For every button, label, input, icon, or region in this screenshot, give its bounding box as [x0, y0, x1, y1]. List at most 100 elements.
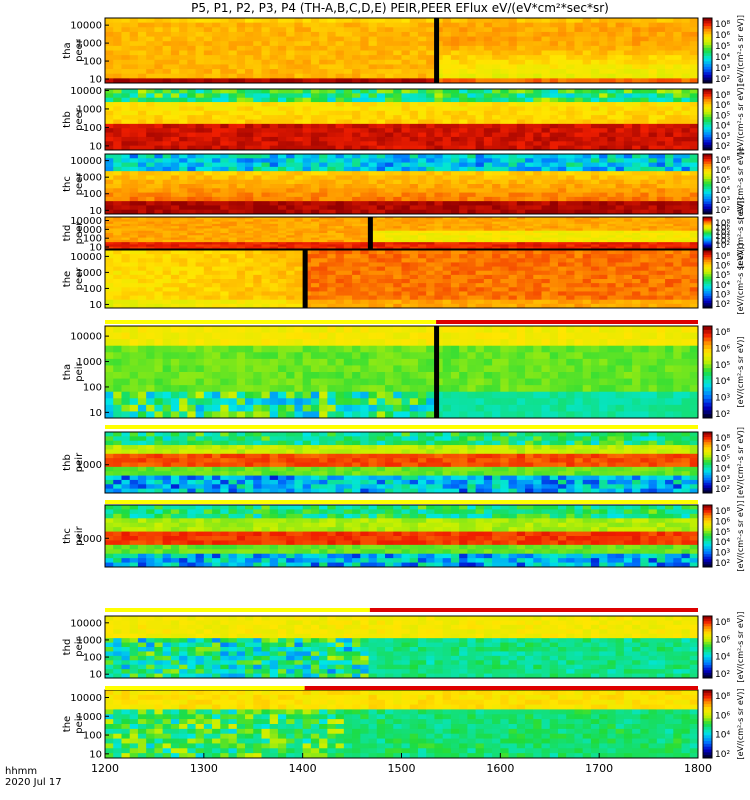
heatmap-cell — [434, 235, 444, 238]
heatmap-cell — [170, 262, 180, 267]
heatmap-cell — [129, 27, 139, 33]
heatmap-cell — [640, 228, 649, 232]
heatmap-cell — [154, 45, 164, 51]
colorbar-swatch — [703, 129, 712, 133]
heatmap-cell — [582, 246, 592, 250]
heatmap-cell — [343, 283, 353, 288]
heatmap-cell — [492, 266, 501, 272]
heatmap-cell — [434, 145, 444, 151]
heatmap-cell — [525, 123, 534, 129]
heatmap-cell — [467, 102, 477, 107]
heatmap-cell — [113, 226, 122, 229]
heatmap-cell — [632, 230, 641, 234]
heatmap-cell — [393, 171, 402, 176]
heatmap-cell — [492, 205, 501, 211]
heatmap-cell — [689, 145, 699, 151]
heatmap-cell — [632, 192, 641, 198]
heatmap-cell — [269, 171, 279, 176]
heatmap-cell — [450, 110, 460, 116]
heatmap-cell — [549, 123, 559, 129]
heatmap-cell — [557, 196, 567, 202]
heatmap-cell — [582, 237, 592, 241]
heatmap-cell — [187, 179, 196, 185]
heatmap-cell — [450, 283, 460, 288]
heatmap-cell — [665, 22, 674, 28]
heatmap-cell — [442, 223, 452, 227]
heatmap-cell — [516, 27, 526, 33]
heatmap-cell — [434, 242, 444, 245]
heatmap-cell — [623, 123, 633, 129]
heatmap-cell — [162, 287, 172, 292]
heatmap-cell — [277, 119, 287, 125]
heatmap-cell — [401, 221, 411, 225]
heatmap-cell — [483, 228, 493, 232]
heatmap-cell — [335, 45, 345, 51]
heatmap-cell — [245, 97, 254, 103]
panel-the-peer: the peer1000010001001010⁸10⁶10⁵10⁴10³10²[… — [62, 244, 745, 315]
heatmap-cell — [335, 97, 345, 103]
heatmap-cell — [261, 93, 271, 99]
heatmap-cell — [228, 291, 238, 296]
heatmap-cell — [656, 110, 666, 116]
heatmap-cell — [467, 41, 477, 47]
heatmap-cell — [582, 27, 592, 33]
heatmap-cell — [500, 97, 509, 103]
heatmap-cell — [516, 279, 526, 284]
heatmap-cell — [319, 93, 328, 99]
heatmap-cell — [269, 287, 279, 292]
heatmap-cell — [245, 179, 254, 185]
heatmap-cell — [516, 166, 526, 172]
heatmap-cell — [343, 242, 353, 245]
heatmap-cell — [450, 145, 460, 151]
heatmap-cell — [665, 69, 674, 75]
heatmap-cell — [401, 233, 411, 236]
heatmap-cell — [368, 106, 378, 112]
heatmap-cell — [327, 115, 337, 120]
heatmap-cell — [253, 184, 262, 189]
heatmap-cell — [656, 175, 666, 181]
heatmap-cell — [352, 188, 361, 193]
heatmap-cell — [146, 184, 155, 189]
heatmap-cell — [220, 166, 229, 172]
heatmap-cell — [566, 228, 575, 232]
heatmap-cell — [656, 97, 666, 103]
heatmap-cell — [253, 69, 262, 75]
heatmap-cell — [146, 93, 155, 99]
heatmap-cell — [665, 97, 674, 103]
heatmap-cell — [335, 303, 345, 309]
heatmap-cell — [335, 291, 345, 296]
heatmap-cell — [146, 244, 155, 248]
heatmap-cell — [294, 283, 304, 288]
heatmap-cell — [590, 31, 600, 37]
heatmap-cell — [352, 279, 361, 284]
heatmap-cell — [121, 287, 131, 292]
heatmap-cell — [549, 158, 559, 163]
heatmap-cell — [187, 128, 196, 133]
heatmap-cell — [245, 226, 254, 229]
heatmap-cell — [533, 179, 542, 185]
heatmap-cell — [689, 205, 699, 211]
heatmap-cell — [286, 303, 295, 309]
heatmap-cell — [533, 22, 542, 28]
heatmap-cell — [179, 250, 188, 255]
heatmap-cell — [146, 226, 155, 229]
heatmap-cell — [343, 246, 353, 250]
heatmap-cell — [170, 145, 180, 151]
heatmap-cell — [220, 201, 229, 206]
heatmap-cell — [245, 235, 254, 238]
heatmap-cell — [368, 192, 378, 198]
heatmap-cell — [286, 228, 295, 232]
heatmap-cell — [261, 78, 271, 84]
colorbar-swatch — [703, 186, 712, 190]
heatmap-cell — [632, 188, 641, 193]
heatmap-cell — [121, 209, 131, 215]
heatmap-cell — [492, 279, 501, 284]
heatmap-cell — [442, 303, 452, 309]
heatmap-cell — [648, 50, 658, 56]
heatmap-cell — [442, 31, 452, 37]
heatmap-cell — [253, 128, 262, 133]
heatmap-cell — [302, 110, 312, 116]
heatmap-cell — [483, 217, 493, 220]
heatmap-cell — [220, 102, 229, 107]
heatmap-cell — [508, 145, 518, 151]
